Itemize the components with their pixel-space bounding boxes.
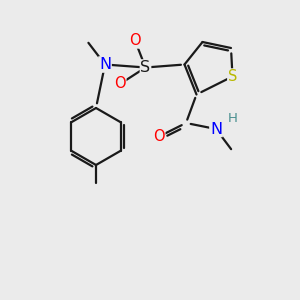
Text: H: H	[228, 112, 237, 125]
Text: N: N	[210, 122, 222, 136]
Text: S: S	[140, 60, 151, 75]
Text: O: O	[129, 33, 141, 48]
Text: N: N	[99, 57, 111, 72]
Text: S: S	[228, 69, 237, 84]
Text: O: O	[153, 129, 165, 144]
Text: O: O	[114, 76, 126, 92]
